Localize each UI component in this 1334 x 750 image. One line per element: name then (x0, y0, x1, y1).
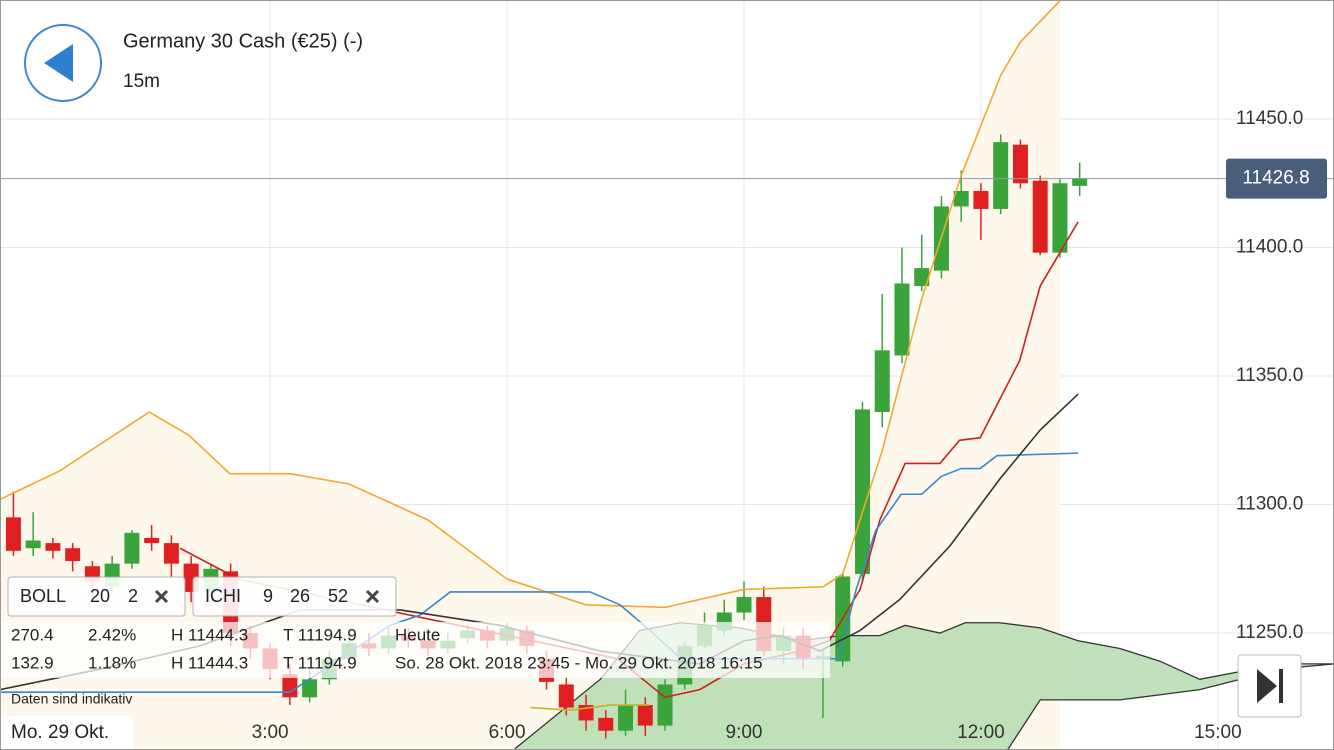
info-value: 2.42% (88, 625, 136, 644)
date-backdrop (1, 716, 133, 749)
info-value: H 11444.3 (171, 653, 248, 672)
indicator-line (1, 1, 1061, 609)
ichi-chip[interactable] (192, 576, 397, 617)
candle-body (1052, 183, 1068, 253)
candle-body (25, 540, 41, 549)
candle-body (894, 283, 910, 356)
x-tick-label: 6:00 (489, 722, 526, 743)
indicator-line (179, 221, 1079, 699)
instrument-title: Germany 30 Cash (€25) (-) (123, 30, 363, 52)
info-backdrop (0, 622, 830, 678)
price-tag (1226, 158, 1327, 199)
info-value: T 11194.9 (283, 625, 357, 644)
back-icon (44, 44, 73, 82)
boll-param: 2 (128, 586, 138, 606)
date-label: Mo. 29 Okt. (11, 722, 109, 743)
candle-body (637, 705, 653, 726)
remove-icon[interactable] (154, 589, 169, 604)
info-value: T 11194.9 (283, 653, 357, 672)
ichi-param: 26 (290, 586, 310, 606)
candle-body (1032, 180, 1048, 253)
boll-chip[interactable] (7, 576, 186, 617)
candle-body (953, 190, 969, 207)
info-value: 270.4 (11, 625, 54, 644)
candle-body (736, 597, 752, 613)
info-value: 132.9 (11, 653, 54, 672)
ichi-param: 52 (328, 586, 348, 606)
interval: 15m (123, 71, 160, 92)
info-value: H 11444.3 (171, 625, 248, 644)
candle-body (1072, 178, 1088, 186)
candle-body (1012, 144, 1028, 184)
y-tick-label: 11300.0 (1236, 494, 1303, 515)
cloud-edge (1007, 663, 1333, 749)
candle-body (45, 543, 61, 551)
candle-body (657, 684, 673, 726)
band-fill (1, 1, 1060, 749)
candle-body (973, 190, 989, 209)
y-tick-label: 11450.0 (1236, 108, 1303, 129)
candle-body (163, 543, 179, 564)
indicator-line (1, 452, 1079, 693)
ichi-param: 9 (263, 586, 273, 606)
x-tick-label: 12:00 (957, 722, 1005, 743)
candle-body (914, 268, 930, 287)
candle-body (618, 705, 634, 731)
candle-body (302, 679, 318, 698)
price-tag-label: 11426.8 (1242, 168, 1309, 189)
candle-body (598, 717, 614, 731)
boll-param: 20 (90, 586, 110, 606)
x-tick-label: 15:00 (1194, 722, 1242, 743)
candle-body (124, 532, 140, 564)
candle-body (5, 517, 21, 551)
candle-body (558, 684, 574, 708)
candle-body (993, 142, 1009, 209)
candle-body (144, 537, 160, 544)
info-value: 1.18% (88, 653, 136, 672)
remove-icon[interactable] (365, 589, 380, 604)
indicator-line (530, 704, 650, 711)
y-tick-label: 11250.0 (1236, 622, 1303, 643)
boll-name: BOLL (20, 586, 66, 606)
candle-body (854, 409, 870, 574)
y-tick-label: 11400.0 (1236, 237, 1303, 258)
info-value: So. 28 Okt. 2018 23:45 - Mo. 29 Okt. 201… (395, 653, 763, 672)
candle-body (65, 548, 81, 562)
info-value: Heute (395, 625, 440, 644)
disclaimer: Daten sind indikativ (11, 691, 132, 707)
y-tick-label: 11350.0 (1236, 365, 1303, 386)
candle-body (874, 350, 890, 413)
x-tick-label: 9:00 (726, 722, 763, 743)
ichi-name: ICHI (205, 586, 241, 606)
jump-icon (1257, 669, 1283, 703)
x-tick-label: 3:00 (252, 722, 289, 743)
